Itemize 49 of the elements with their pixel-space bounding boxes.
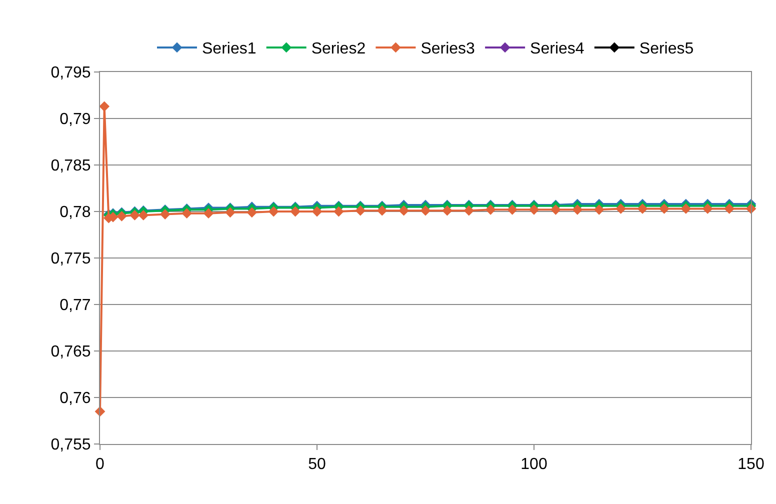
point — [507, 204, 518, 215]
point — [355, 205, 366, 216]
point — [398, 205, 409, 216]
point — [550, 204, 561, 215]
x-tick-label: 100 — [520, 456, 548, 474]
legend-label: Series3 — [420, 40, 476, 58]
x-tick-label: 0 — [96, 456, 105, 474]
point — [268, 206, 279, 217]
point — [528, 204, 540, 215]
point — [160, 209, 170, 220]
y-tick-label: 0,755 — [50, 436, 91, 454]
y-tick-label: 0,785 — [50, 158, 91, 175]
point — [637, 204, 648, 214]
point — [130, 210, 140, 220]
y-tick-label: 0,795 — [50, 64, 91, 82]
point — [420, 205, 431, 216]
point — [290, 206, 300, 217]
x-tick-label: 150 — [738, 456, 764, 474]
x-tick-label: 50 — [308, 456, 326, 474]
point — [485, 204, 496, 215]
y-tick-label: 0,78 — [60, 204, 91, 222]
point — [464, 205, 474, 216]
legend-label: Series1 — [202, 40, 256, 58]
y-tick-label: 0,76 — [60, 390, 91, 408]
y-tick-label: 0,77 — [60, 297, 91, 314]
point — [312, 206, 322, 217]
y-tick-label: 0,775 — [50, 250, 91, 268]
point — [572, 204, 583, 215]
point — [138, 210, 149, 220]
point — [616, 204, 626, 214]
point — [442, 205, 452, 216]
y-tick-label: 0,765 — [50, 344, 91, 361]
point — [724, 204, 734, 214]
point — [594, 204, 604, 215]
point — [99, 101, 110, 112]
point — [182, 208, 192, 219]
y-tick-label: 0,79 — [60, 111, 91, 128]
legend-label: Series2 — [311, 40, 366, 58]
point — [376, 205, 388, 216]
point — [225, 207, 236, 218]
point — [702, 204, 713, 214]
point — [680, 204, 692, 214]
legend-label: Series5 — [639, 40, 694, 58]
point — [203, 208, 214, 219]
point — [116, 210, 127, 222]
legend-label: Series4 — [530, 40, 584, 58]
point — [659, 204, 670, 214]
point — [246, 207, 258, 218]
point — [334, 206, 344, 217]
